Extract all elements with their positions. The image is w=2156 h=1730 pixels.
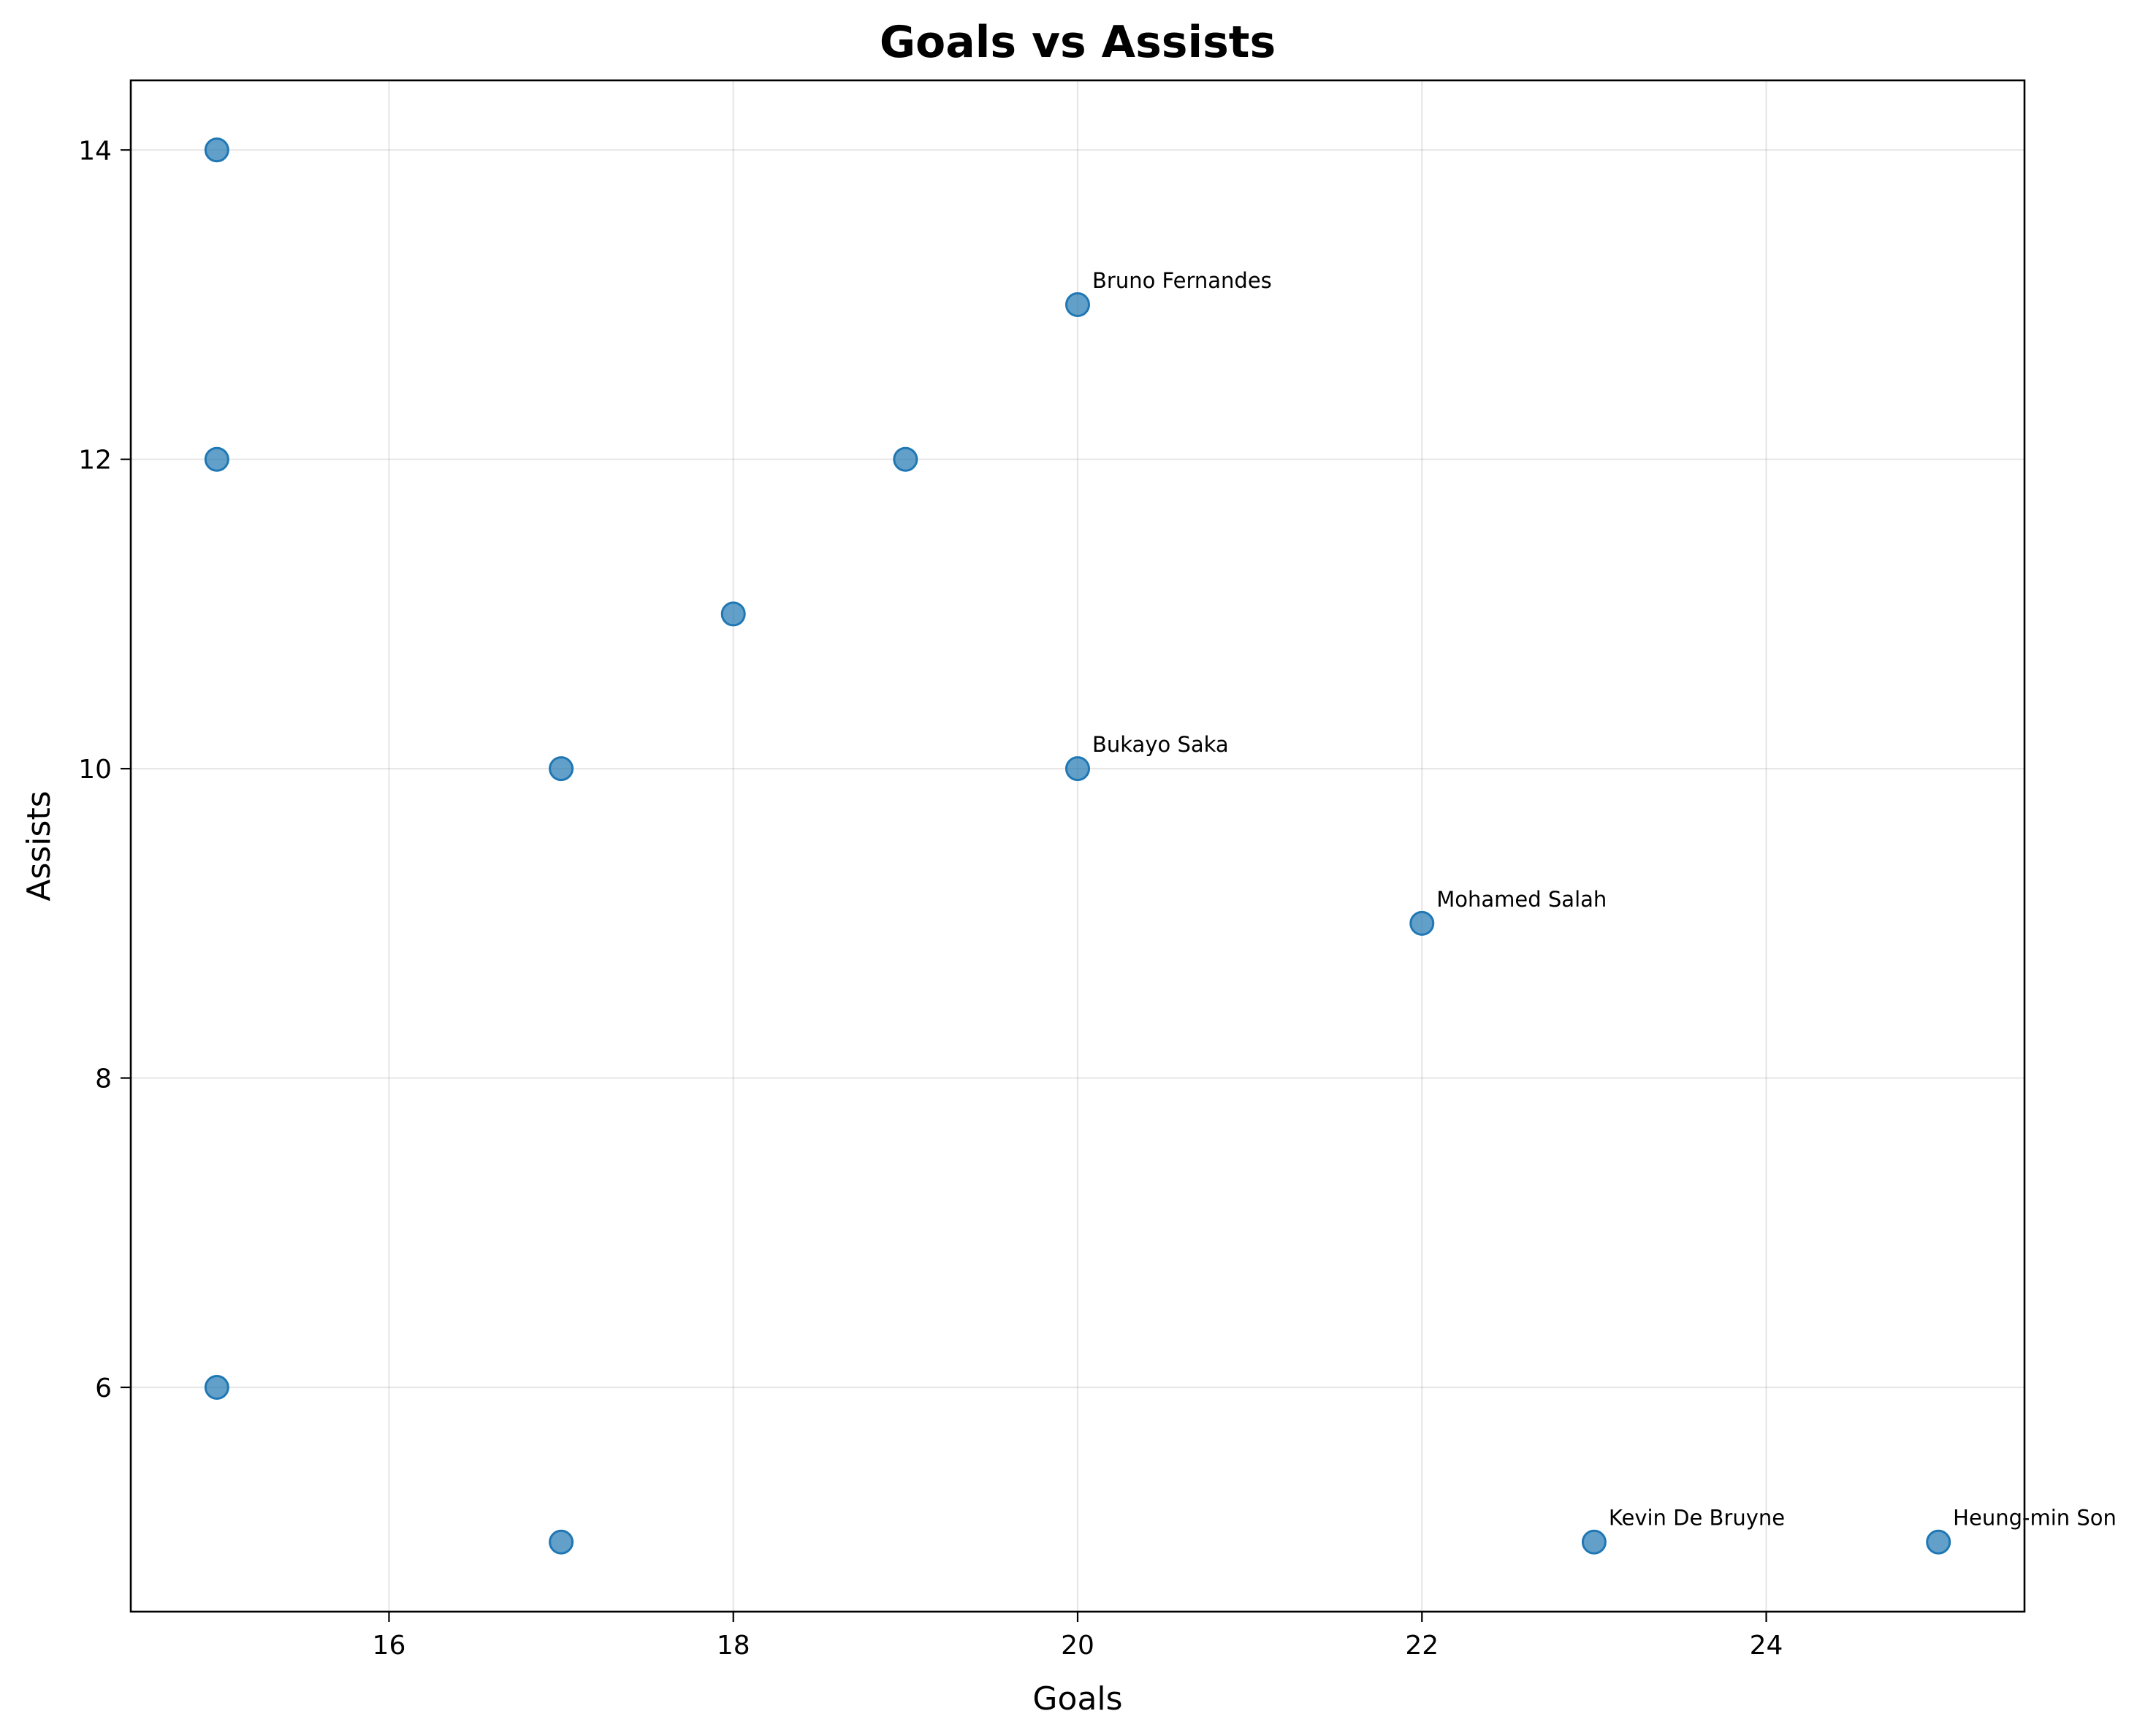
- data-point: [1065, 291, 1090, 317]
- point-label: Heung-min Son: [1953, 1506, 2117, 1531]
- y-tick-label: 12: [78, 446, 112, 476]
- x-tick-label: 16: [373, 1631, 406, 1661]
- point-annotations: Bruno Fernandes Bukayo Saka Mohamed Salah K…: [1092, 268, 2117, 1531]
- data-point: [1581, 1529, 1607, 1555]
- x-tick-label: 20: [1061, 1631, 1094, 1661]
- data-point: [549, 1529, 574, 1555]
- chart-title: Goals vs Assists: [880, 17, 1276, 68]
- data-point: [720, 601, 746, 627]
- y-tick-label: 10: [78, 755, 112, 785]
- data-point: [1409, 910, 1435, 936]
- data-points: [204, 137, 1951, 1555]
- data-point: [893, 446, 918, 472]
- x-tick-label: 18: [717, 1631, 750, 1661]
- data-point: [1926, 1529, 1951, 1555]
- grid-lines: [131, 80, 2024, 1612]
- y-tick-label: 6: [95, 1373, 112, 1403]
- y-tick-label: 14: [78, 136, 112, 166]
- x-tick-label: 24: [1750, 1631, 1783, 1661]
- data-point: [204, 446, 229, 472]
- data-point: [204, 1375, 229, 1401]
- point-label: Bruno Fernandes: [1092, 268, 1272, 293]
- data-point: [204, 137, 229, 163]
- x-tick-label: 22: [1405, 1631, 1439, 1661]
- point-label: Kevin De Bruyne: [1609, 1506, 1785, 1531]
- y-tick-label: 8: [95, 1064, 112, 1094]
- data-point: [1065, 756, 1090, 782]
- point-label: Mohamed Salah: [1436, 887, 1607, 912]
- axis-ticks: 16 18 20 22 24 6 8 10 12 14: [78, 136, 1783, 1661]
- y-axis-label: Assists: [20, 790, 58, 901]
- x-axis-label: Goals: [1032, 1680, 1122, 1718]
- data-point: [549, 756, 574, 782]
- point-label: Bukayo Saka: [1092, 732, 1229, 757]
